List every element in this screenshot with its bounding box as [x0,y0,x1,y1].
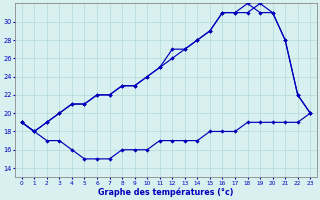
X-axis label: Graphe des températures (°c): Graphe des températures (°c) [98,187,234,197]
